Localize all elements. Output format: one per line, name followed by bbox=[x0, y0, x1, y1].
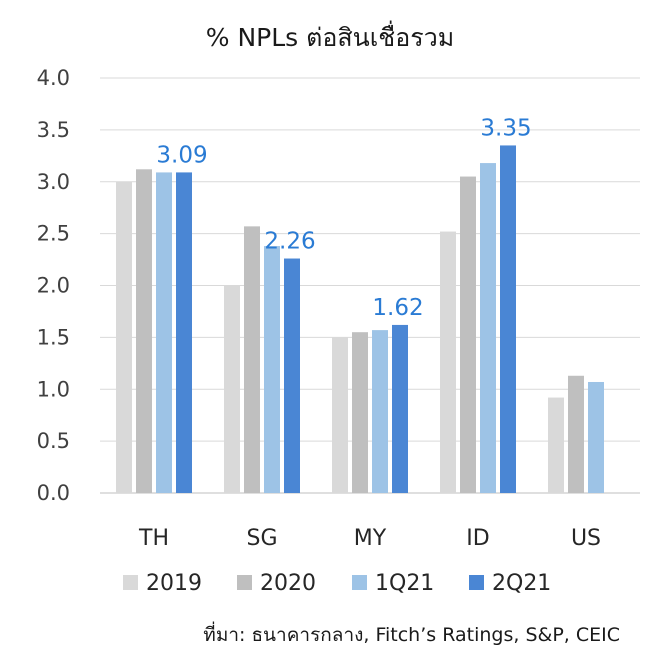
legend-label: 1Q21 bbox=[375, 571, 434, 596]
bar bbox=[480, 163, 496, 493]
bar bbox=[548, 397, 564, 493]
data-label: 1.62 bbox=[372, 295, 423, 321]
y-tick-label: 2.5 bbox=[37, 222, 70, 246]
legend-label: 2020 bbox=[260, 571, 316, 596]
bar bbox=[352, 332, 368, 493]
legend-label: 2019 bbox=[146, 571, 202, 596]
y-tick-label: 3.0 bbox=[37, 170, 70, 194]
x-tick-label: MY bbox=[354, 526, 387, 551]
legend-swatch bbox=[469, 575, 484, 590]
bar bbox=[116, 181, 132, 493]
bar bbox=[136, 169, 152, 494]
legend-swatch bbox=[237, 575, 252, 590]
bar bbox=[244, 226, 260, 494]
bar bbox=[440, 231, 456, 494]
bar bbox=[264, 246, 280, 493]
bar bbox=[176, 172, 192, 493]
bar bbox=[224, 285, 240, 493]
x-tick-label: SG bbox=[246, 526, 277, 551]
bar bbox=[372, 330, 388, 493]
y-tick-label: 1.5 bbox=[37, 325, 70, 349]
bar bbox=[332, 337, 348, 493]
data-label: 3.35 bbox=[480, 115, 531, 141]
source-note: ที่มา: ธนาคารกลาง, Fitch’s Ratings, S&P,… bbox=[203, 624, 620, 646]
legend-label: 2Q21 bbox=[492, 571, 551, 596]
y-tick-label: 0.0 bbox=[37, 481, 70, 505]
chart-title: % NPLs ต่อสินเชื่อรวม bbox=[205, 23, 455, 52]
y-tick-label: 0.5 bbox=[37, 429, 70, 453]
y-tick-label: 2.0 bbox=[37, 274, 70, 298]
y-tick-label: 4.0 bbox=[37, 66, 70, 90]
data-label: 2.26 bbox=[264, 229, 315, 255]
y-tick-label: 1.0 bbox=[37, 377, 70, 401]
bar bbox=[392, 324, 408, 493]
bar bbox=[460, 176, 476, 493]
data-label: 3.09 bbox=[156, 142, 207, 168]
x-tick-label: US bbox=[571, 526, 601, 551]
bar bbox=[568, 375, 584, 493]
bar bbox=[156, 172, 172, 493]
bar bbox=[284, 258, 300, 493]
legend-swatch bbox=[123, 575, 138, 590]
bar bbox=[588, 381, 604, 493]
y-tick-label: 3.5 bbox=[37, 118, 70, 142]
x-tick-label: TH bbox=[138, 526, 169, 551]
legend-swatch bbox=[352, 575, 367, 590]
bar bbox=[500, 145, 516, 493]
x-tick-label: ID bbox=[466, 526, 489, 551]
